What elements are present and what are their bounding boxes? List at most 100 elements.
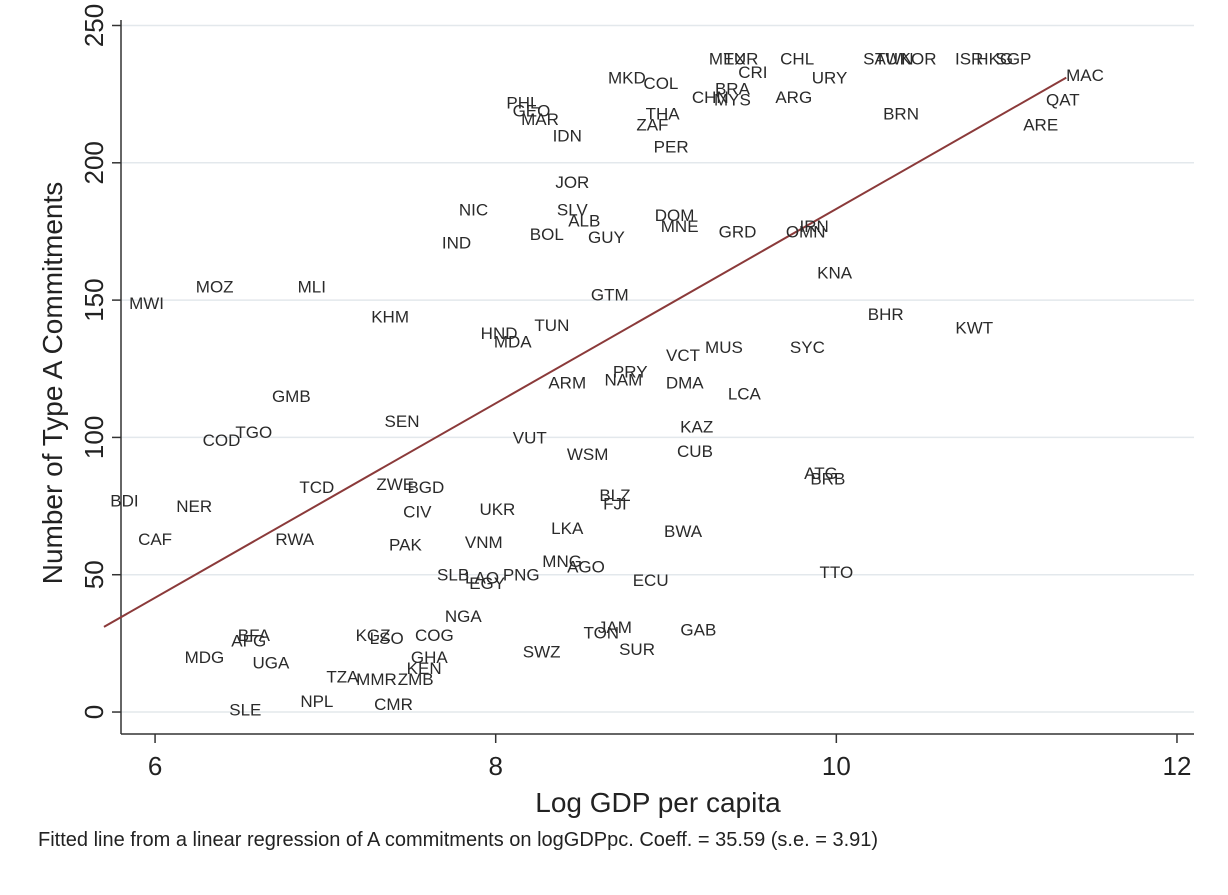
country-label-mys: MYS <box>714 91 751 110</box>
country-label-dom: DOM <box>655 206 695 225</box>
country-label-cod: COD <box>203 431 241 450</box>
country-label-qat: QAT <box>1046 91 1080 110</box>
x-axis-title: Log GDP per capita <box>535 787 781 818</box>
country-label-lka: LKA <box>551 519 584 538</box>
country-label-pry: PRY <box>613 363 648 382</box>
country-label-cri: CRI <box>738 63 767 82</box>
country-label-sle: SLE <box>229 700 261 719</box>
country-label-npl: NPL <box>300 692 333 711</box>
country-label-ind: IND <box>442 233 471 252</box>
country-label-chl: CHL <box>780 49 814 68</box>
axes: 0 50 100 150 200 250 6 8 10 12 <box>79 4 1194 781</box>
country-label-lca: LCA <box>728 384 762 403</box>
country-label-cmr: CMR <box>374 695 413 714</box>
y-tick-label: 0 <box>79 705 109 719</box>
country-label-hkg: HKG <box>976 49 1013 68</box>
country-label-omn: OMN <box>786 222 826 241</box>
footnote: Fitted line from a linear regression of … <box>38 829 879 851</box>
country-label-arg: ARG <box>775 88 812 107</box>
fit-line-group <box>103 76 1067 628</box>
country-label-cub: CUB <box>677 442 713 461</box>
country-label-ago: AGO <box>567 557 605 576</box>
country-label-mne: MNE <box>661 217 699 236</box>
country-label-sen: SEN <box>385 412 420 431</box>
country-label-ukr: UKR <box>479 500 515 519</box>
country-label-syc: SYC <box>790 338 825 357</box>
country-label-gtm: GTM <box>591 286 629 305</box>
country-label-kor: KOR <box>900 49 937 68</box>
country-label-bol: BOL <box>530 225 564 244</box>
fitted-regression-line <box>103 76 1067 628</box>
country-label-alb: ALB <box>568 211 600 230</box>
country-label-irn: IRN <box>800 217 829 236</box>
country-label-tha: THA <box>646 104 681 123</box>
country-label-mkd: MKD <box>608 69 646 88</box>
country-label-jor: JOR <box>555 173 589 192</box>
country-label-bwa: BWA <box>664 522 703 541</box>
country-label-png: PNG <box>503 566 540 585</box>
country-label-atg: ATG <box>804 464 838 483</box>
country-label-moz: MOZ <box>196 277 234 296</box>
country-label-col: COL <box>643 74 678 93</box>
grid-lines <box>121 24 1194 713</box>
y-tick-label: 100 <box>79 416 109 459</box>
y-axis-title: Number of Type A Commitments <box>37 182 68 585</box>
country-label-gha: GHA <box>411 648 449 667</box>
country-label-wsm: WSM <box>567 445 609 464</box>
country-label-nic: NIC <box>459 200 488 219</box>
x-tick-label: 6 <box>148 751 162 781</box>
country-label-grd: GRD <box>719 222 757 241</box>
country-label-bgd: BGD <box>407 478 444 497</box>
country-label-ecu: ECU <box>633 571 669 590</box>
x-tick-label: 8 <box>488 751 502 781</box>
country-label-gmb: GMB <box>272 387 311 406</box>
country-label-rwa: RWA <box>275 530 314 549</box>
country-label-kwt: KWT <box>955 319 993 338</box>
country-label-kaz: KAZ <box>680 417 713 436</box>
country-label-twn: TWN <box>875 49 914 68</box>
country-label-brn: BRN <box>883 104 919 123</box>
country-label-fji: FJI <box>603 494 627 513</box>
country-label-nam: NAM <box>605 371 643 390</box>
country-label-isr: ISR <box>955 49 983 68</box>
country-label-brb: BRB <box>810 470 845 489</box>
country-label-bra: BRA <box>715 80 751 99</box>
country-label-per: PER <box>654 137 689 156</box>
country-label-civ: CIV <box>403 503 432 522</box>
country-label-ner: NER <box>176 497 212 516</box>
country-label-kgz: KGZ <box>356 626 391 645</box>
y-tick-label: 50 <box>79 560 109 589</box>
country-label-mwi: MWI <box>129 294 164 313</box>
country-label-tto: TTO <box>819 563 853 582</box>
country-label-mmr: MMR <box>356 670 397 689</box>
country-label-mda: MDA <box>494 332 532 351</box>
country-label-nga: NGA <box>445 607 483 626</box>
country-label-lso: LSO <box>370 629 404 648</box>
country-label-guy: GUY <box>588 228 625 247</box>
country-label-mdg: MDG <box>185 648 225 667</box>
country-label-are: ARE <box>1023 115 1058 134</box>
country-label-afg: AFG <box>231 632 266 651</box>
plot-area <box>121 20 1194 734</box>
country-label-egy: EGY <box>469 574 505 593</box>
country-label-kna: KNA <box>817 264 853 283</box>
country-label-geo: GEO <box>513 102 551 121</box>
country-label-swz: SWZ <box>523 643 561 662</box>
y-tick-label: 200 <box>79 141 109 184</box>
country-label-chn: CHN <box>692 88 729 107</box>
country-label-mar: MAR <box>521 110 559 129</box>
country-label-mli: MLI <box>298 277 326 296</box>
country-label-sur: SUR <box>619 640 655 659</box>
country-label-mus: MUS <box>705 338 743 357</box>
country-label-pak: PAK <box>389 536 422 555</box>
country-label-ken: KEN <box>407 659 442 678</box>
country-label-hnd: HND <box>481 324 518 343</box>
country-label-sau: SAU <box>863 49 898 68</box>
country-label-slb: SLB <box>437 566 469 585</box>
country-label-mac: MAC <box>1066 66 1104 85</box>
country-label-ury: URY <box>812 69 848 88</box>
country-label-slv: SLV <box>557 200 589 219</box>
country-label-tza: TZA <box>326 667 359 686</box>
